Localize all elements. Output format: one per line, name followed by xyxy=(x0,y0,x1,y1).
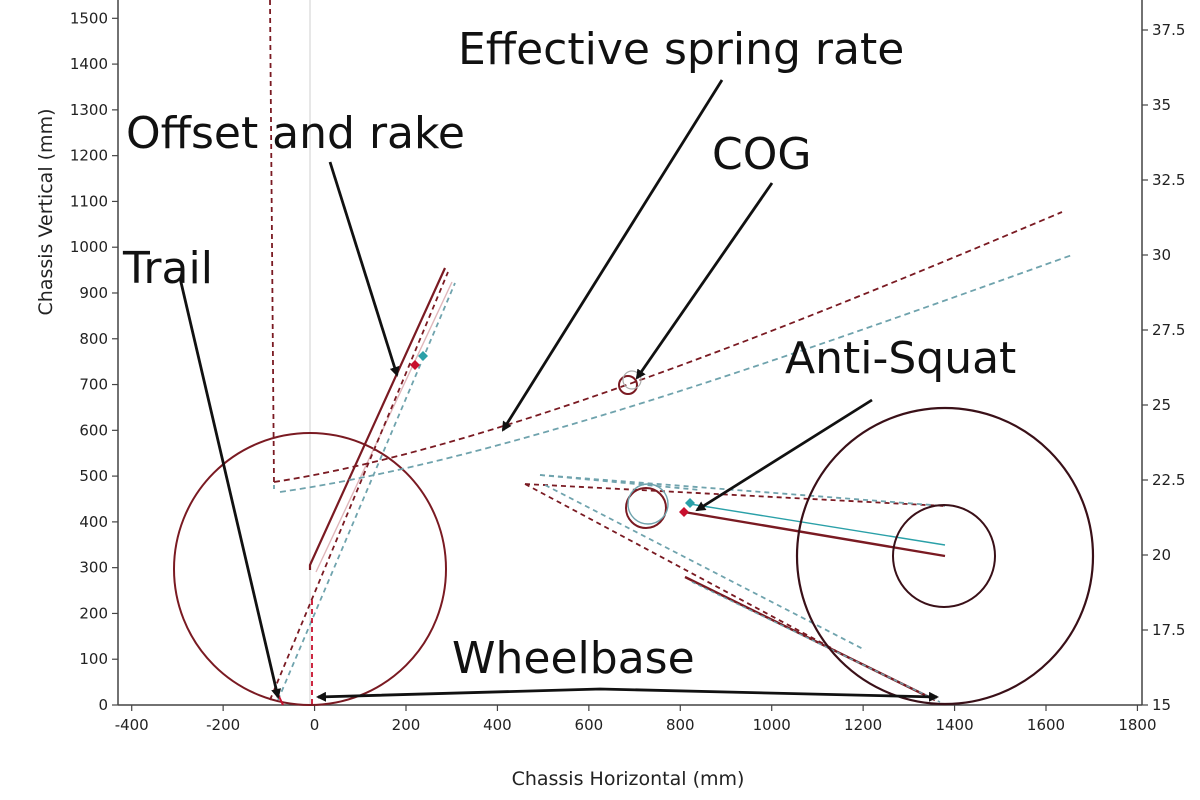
x-tick-label: 400 xyxy=(483,716,512,734)
lower-link-line xyxy=(524,483,836,651)
pivot-circle-alt xyxy=(627,483,669,525)
fork-marker-teal xyxy=(418,351,428,361)
upper-link-line xyxy=(524,483,946,507)
wheelbase-label: Wheelbase xyxy=(452,633,695,684)
wheelbase-arrow xyxy=(316,687,939,702)
front-wheel xyxy=(173,432,447,706)
x-tick-label: 200 xyxy=(392,716,421,734)
offset-rake-label: Offset and rake xyxy=(126,108,465,159)
x-tick-label: 1400 xyxy=(935,716,973,734)
y2-tick-labels: 15 17.5 20 22.5 25 27.5 30 32.5 35 37.5 xyxy=(1142,21,1185,714)
fork-marker-red xyxy=(410,360,420,370)
lower-link-line-alt xyxy=(544,484,866,651)
x-tick-label: 1800 xyxy=(1118,716,1156,734)
x-axis-label: Chassis Horizontal (mm) xyxy=(512,768,745,790)
y2-tick-label: 35 xyxy=(1152,96,1171,114)
cog-arrow xyxy=(635,182,774,380)
steering-axis-line xyxy=(269,271,449,701)
y-tick-labels: 0 100 200 300 400 500 600 700 800 900 1000 1100 1200… xyxy=(70,9,118,714)
anti-squat-arrow xyxy=(695,398,873,512)
y2-tick-label: 32.5 xyxy=(1152,171,1185,189)
y2-tick-label: 37.5 xyxy=(1152,21,1185,39)
rear-wheel xyxy=(795,406,1095,706)
chain-line xyxy=(684,575,936,702)
offset-rake-arrow xyxy=(328,161,400,377)
x-tick-label: 600 xyxy=(575,716,604,734)
y-tick-label: 1200 xyxy=(70,147,108,165)
link-top-alt xyxy=(539,474,701,491)
y-tick-label: 1500 xyxy=(70,9,108,27)
y2-tick-label: 22.5 xyxy=(1152,471,1185,489)
swingarm xyxy=(683,510,946,558)
y2-tick-label: 15 xyxy=(1152,696,1171,714)
y-axis-label: Chassis Vertical (mm) xyxy=(35,109,57,316)
steering-axis-line-alt xyxy=(277,282,456,701)
y2-tick-label: 30 xyxy=(1152,246,1171,264)
x-tick-label: 1000 xyxy=(753,716,791,734)
x-tick-labels: -400 -200 0 200 400 600 800 1000 1200 1400 1600 180… xyxy=(115,705,1157,734)
x-tick-label: -200 xyxy=(206,716,240,734)
y-tick-label: 0 xyxy=(98,696,108,714)
rear-sprocket xyxy=(892,504,996,608)
y-tick-label: 100 xyxy=(79,650,108,668)
trail-label: Trail xyxy=(122,243,213,294)
fork-leg-shadow xyxy=(315,281,453,573)
chain-line-alt xyxy=(691,581,941,703)
cog-marker-alt xyxy=(622,370,642,390)
x-tick-label: 800 xyxy=(666,716,695,734)
spring-rate-curve-alt xyxy=(279,254,1073,493)
trail-arrow xyxy=(178,277,282,699)
upper-link-line-alt xyxy=(539,474,946,507)
swingarm-alt xyxy=(689,503,946,546)
y2-tick-label: 25 xyxy=(1152,396,1171,414)
y-tick-label: 800 xyxy=(79,330,108,348)
cog-label: COG xyxy=(712,129,811,180)
y-tick-label: 700 xyxy=(79,376,108,394)
y-tick-label: 1000 xyxy=(70,238,108,256)
spring-rate-label: Effective spring rate xyxy=(458,24,904,75)
anti-squat-label: Anti-Squat xyxy=(785,333,1016,384)
pivot-circle xyxy=(625,487,667,529)
anti-squat-marker-red xyxy=(679,507,689,517)
x-tick-label: -400 xyxy=(115,716,149,734)
head-vertical-line xyxy=(269,0,275,486)
y2-tick-label: 27.5 xyxy=(1152,321,1185,339)
spring-rate-arrow xyxy=(501,79,724,432)
y-tick-label: 400 xyxy=(79,513,108,531)
y-tick-label: 900 xyxy=(79,284,108,302)
y2-tick-label: 20 xyxy=(1152,546,1171,564)
spring-rate-curve xyxy=(273,211,1063,483)
x-tick-label: 1600 xyxy=(1027,716,1065,734)
x-tick-label: 0 xyxy=(310,716,320,734)
y-tick-label: 300 xyxy=(79,559,108,577)
y-tick-label: 500 xyxy=(79,467,108,485)
cog-marker xyxy=(618,375,638,395)
y-tick-label: 600 xyxy=(79,421,108,439)
y-tick-label: 1100 xyxy=(70,192,108,210)
anti-squat-marker-teal xyxy=(685,498,695,508)
y-tick-label: 200 xyxy=(79,604,108,622)
y-tick-label: 1300 xyxy=(70,101,108,119)
y-tick-label: 1400 xyxy=(70,55,108,73)
fork-leg xyxy=(308,267,447,570)
y2-tick-label: 17.5 xyxy=(1152,621,1185,639)
x-tick-label: 1200 xyxy=(844,716,882,734)
